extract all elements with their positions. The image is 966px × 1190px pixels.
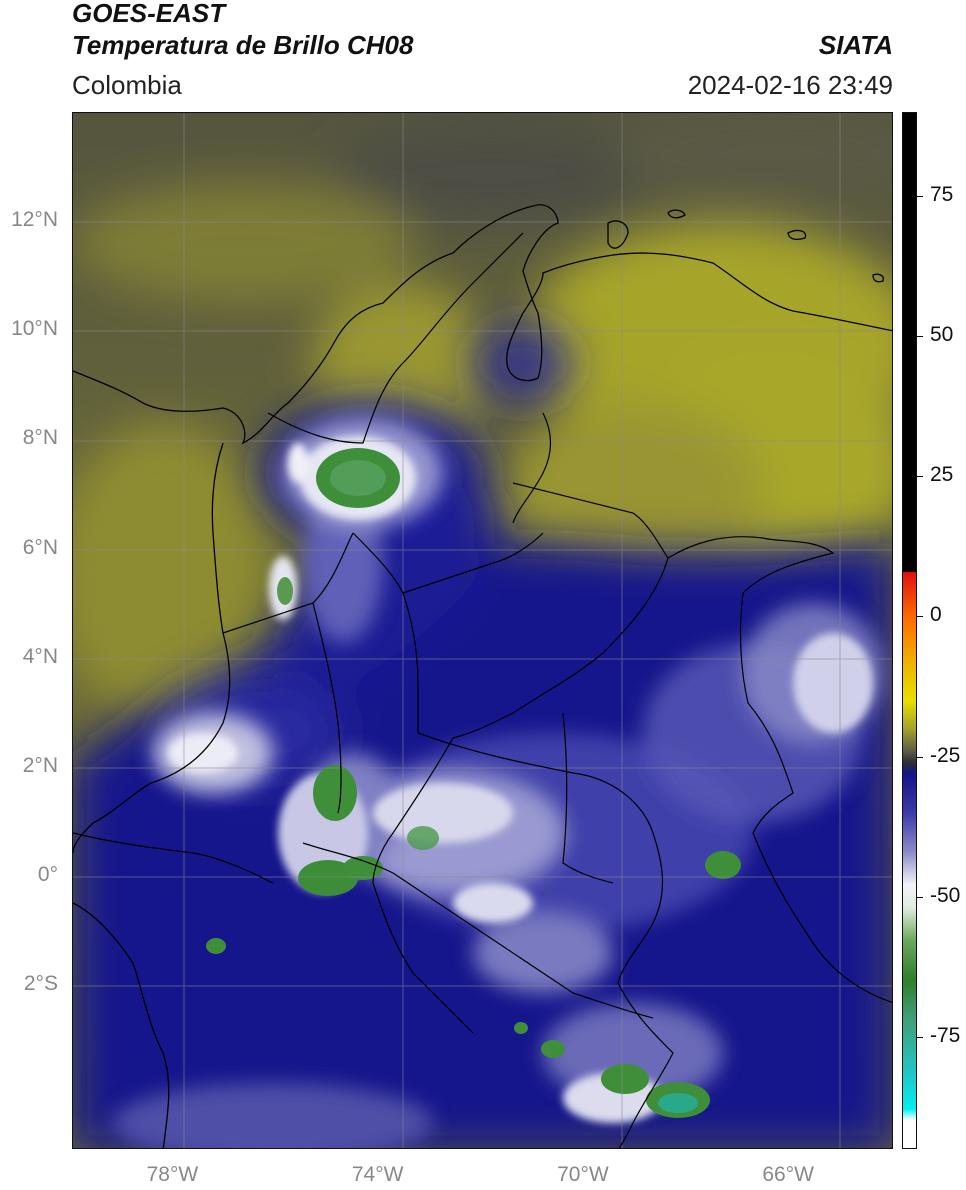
colorbar-tick-mark <box>917 1036 923 1038</box>
lat-tick-label: 10°N <box>11 317 58 341</box>
satellite-title: GOES-EAST <box>72 0 226 28</box>
lat-tick-label: 2°S <box>23 972 58 996</box>
lat-tick-label: 6°N <box>22 535 58 559</box>
source-label: SIATA <box>818 30 893 60</box>
lat-tick-label: 12°N <box>11 208 58 232</box>
colorbar-tick-mark <box>917 896 923 898</box>
lat-tick-label: 0° <box>37 863 58 887</box>
colorbar-tick-label: -25 <box>930 743 961 767</box>
lat-tick-label: 2°N <box>22 753 58 777</box>
coastlines <box>73 204 892 1148</box>
dry-air-areas <box>73 113 892 723</box>
colorbar-tick-mark <box>917 616 923 618</box>
product-title: Temperatura de Brillo CH08 <box>72 30 414 60</box>
colorbar-tick-label: 25 <box>930 463 954 487</box>
lat-tick-label: 8°N <box>22 426 58 450</box>
lon-tick-label: 78°W <box>146 1163 199 1186</box>
gridlines <box>73 113 892 1148</box>
colorbar-tick-label: -50 <box>930 883 961 907</box>
satellite-map <box>72 112 893 1149</box>
colorbar-tick-label: 0 <box>930 603 942 627</box>
colorbar <box>902 112 917 1149</box>
colorbar-tick-mark <box>917 756 923 758</box>
region-label: Colombia <box>72 70 182 100</box>
colorbar-tick-mark <box>917 196 923 198</box>
lon-tick-label: 70°W <box>557 1163 609 1186</box>
colorbar-tick-mark <box>917 476 923 478</box>
lon-tick-label: 74°W <box>351 1163 404 1186</box>
datetime-label: 2024-02-16 23:49 <box>687 70 893 100</box>
colorbar-tick-label: 50 <box>930 323 954 347</box>
country-borders <box>73 232 892 1148</box>
colorbar-tick-label: -75 <box>930 1023 961 1047</box>
lat-tick-label: 4°N <box>22 644 58 668</box>
lon-tick-label: 66°W <box>762 1163 814 1186</box>
map-image <box>73 113 892 1148</box>
colorbar-tick-label: 75 <box>930 183 954 207</box>
colorbar-tick-mark <box>917 336 923 338</box>
very-cold-cores <box>206 448 741 1118</box>
